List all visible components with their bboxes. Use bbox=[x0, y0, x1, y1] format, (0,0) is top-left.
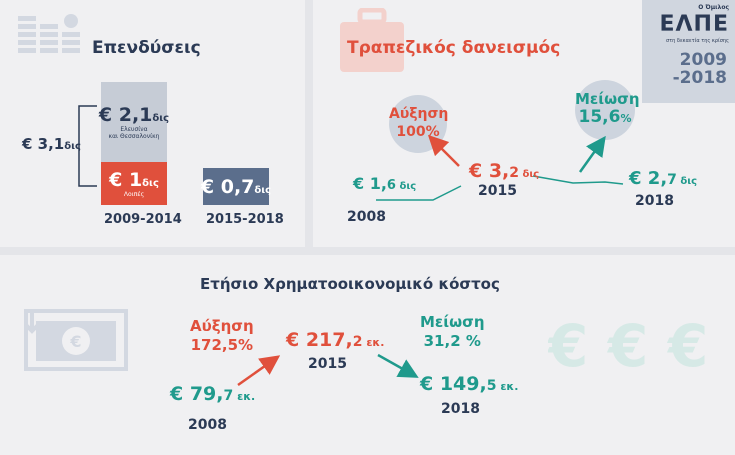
lending-2018-decimal: 7 bbox=[667, 172, 677, 188]
lending-decrease-label: Μείωση bbox=[575, 90, 640, 108]
cost-down-arrow bbox=[377, 353, 419, 378]
lending-2008-year: 2008 bbox=[347, 209, 386, 225]
money-down-icon: € bbox=[24, 309, 128, 371]
cost-2015-year: 2015 bbox=[308, 356, 347, 372]
logo-years-2: -2018 bbox=[672, 68, 727, 88]
cost-2015-main: € 217, bbox=[286, 329, 353, 351]
cost-2018-decimal: 5 bbox=[486, 378, 497, 394]
bar2-value: € 0,7 bbox=[200, 175, 255, 198]
lending-up-arrow bbox=[427, 134, 460, 167]
bar1-label: 2009-2014 bbox=[104, 212, 182, 227]
cost-panel: Ετήσιο Χρηματοοικονομικό κόστος € € € € Αύ… bbox=[0, 255, 735, 455]
bar1-top-note1: Ελευσίνα bbox=[120, 126, 148, 133]
lending-2008-decimal: 6 bbox=[386, 178, 396, 193]
lending-2015-year: 2015 bbox=[478, 183, 517, 199]
lending-2008-value: € 1,6 δις bbox=[353, 174, 416, 193]
lending-decrease-pct: % bbox=[620, 112, 632, 125]
cost-2018-unit: εκ. bbox=[500, 380, 519, 393]
cost-up-arrow bbox=[237, 355, 281, 387]
lending-line-left bbox=[376, 185, 462, 201]
bar2-unit: δις bbox=[254, 184, 272, 196]
cost-increase: Αύξηση 172,5% bbox=[190, 317, 254, 355]
euro-signs-icon: € € € bbox=[548, 312, 708, 373]
lending-down-arrow bbox=[578, 135, 606, 173]
cost-2008-main: € 79, bbox=[170, 383, 224, 405]
cost-2018-main: € 149, bbox=[420, 373, 487, 395]
bar2-label: 2015-2018 bbox=[206, 212, 284, 227]
cost-title: Ετήσιο Χρηματοοικονομικό κόστος bbox=[200, 275, 500, 293]
bar1-bottom-unit: δις bbox=[142, 178, 159, 189]
bar-2009-2014-upper: € 2,1δις Ελευσίνα και Θεσσαλονίκη bbox=[98, 82, 170, 162]
decrease-circle bbox=[575, 80, 635, 140]
cost-decrease-value: 31,2 % bbox=[423, 332, 481, 350]
cost-2018-year: 2018 bbox=[441, 401, 480, 417]
lending-line-right bbox=[532, 175, 624, 185]
lending-2008-unit: δις bbox=[399, 181, 417, 192]
logo-prefix: Ο Όμιλος bbox=[698, 4, 729, 11]
bracket bbox=[78, 105, 97, 187]
lending-2015-decimal: 2 bbox=[509, 165, 520, 181]
cost-arrows bbox=[237, 353, 419, 387]
cost-increase-label: Αύξηση bbox=[190, 317, 254, 335]
cost-2018-value: € 149,5 εκ. bbox=[420, 373, 518, 395]
bar1-top-value: € 2,1 bbox=[98, 104, 153, 126]
svg-text:€: € bbox=[606, 312, 648, 373]
cost-2015-value: € 217,2 εκ. bbox=[286, 329, 384, 351]
lending-panel: Τραπεζικός δανεισμός Ο Όμιλος ΕΛΠΕ στη δ… bbox=[313, 0, 735, 247]
lending-2015-main: € 3, bbox=[469, 160, 510, 182]
lending-decrease: Μείωση 15,6% bbox=[575, 90, 640, 128]
logo-tagline: στη δεκαετία της κρίσης bbox=[665, 38, 729, 44]
lending-decrease-value: 15, bbox=[578, 107, 609, 127]
svg-text:€: € bbox=[548, 312, 588, 373]
cost-2008-unit: εκ. bbox=[237, 390, 256, 403]
lending-2015-unit: δις bbox=[522, 169, 540, 180]
lending-increase-label: Αύξηση bbox=[389, 106, 449, 122]
elpe-logo: Ο Όμιλος ΕΛΠΕ στη δεκαετία της κρίσης 20… bbox=[642, 0, 735, 103]
bar1-top-note2: και Θεσσαλονίκη bbox=[108, 133, 160, 140]
logo-name: ΕΛΠΕ bbox=[659, 12, 729, 37]
lending-2008-main: € 1, bbox=[353, 174, 387, 193]
svg-text:€: € bbox=[666, 312, 708, 373]
briefcase-icon bbox=[340, 8, 404, 72]
lending-2018-unit: δις bbox=[680, 176, 698, 187]
bar1-bottom-value: € 1 bbox=[109, 169, 143, 191]
lending-title: Τραπεζικός δανεισμός bbox=[347, 38, 561, 58]
investments-total-value: € 3,1 bbox=[22, 135, 65, 153]
bar1-top-unit: δις bbox=[152, 113, 170, 124]
lending-2018-value: € 2,7 δις bbox=[629, 168, 697, 189]
lending-decrease-decimal: 6 bbox=[608, 107, 621, 127]
lending-2015-value: € 3,2 δις bbox=[469, 160, 539, 182]
investments-title: Επενδύσεις bbox=[92, 38, 201, 58]
lending-lines bbox=[376, 134, 624, 201]
cost-2008-decimal: 7 bbox=[223, 388, 234, 404]
svg-text:€: € bbox=[69, 332, 81, 351]
investments-panel: Επενδύσεις € 3,1δις € 2,1δις Ελευσίνα κα… bbox=[0, 0, 305, 247]
bar-2009-2014-lower: € 1δις Λοιπές bbox=[101, 162, 167, 205]
cost-2008-value: € 79,7 εκ. bbox=[170, 383, 255, 405]
logo-years-1: 2009 bbox=[679, 50, 727, 70]
bar-2015-2018: € 0,7δις bbox=[200, 168, 272, 205]
cost-2015-unit: εκ. bbox=[366, 336, 385, 349]
cost-decrease: Μείωση 31,2 % bbox=[420, 313, 485, 351]
lending-2018-main: € 2, bbox=[629, 168, 668, 189]
coin-stack-icon bbox=[18, 14, 80, 53]
cost-2008-year: 2008 bbox=[188, 417, 227, 433]
bar1-bottom-note: Λοιπές bbox=[123, 191, 145, 198]
investments-total: € 3,1δις bbox=[22, 134, 81, 153]
cost-increase-value: 172,5% bbox=[190, 336, 254, 354]
cost-decrease-label: Μείωση bbox=[420, 313, 485, 331]
lending-2018-year: 2018 bbox=[635, 193, 674, 209]
cost-2015-decimal: 2 bbox=[352, 334, 363, 350]
investments-total-unit: δις bbox=[64, 141, 81, 152]
